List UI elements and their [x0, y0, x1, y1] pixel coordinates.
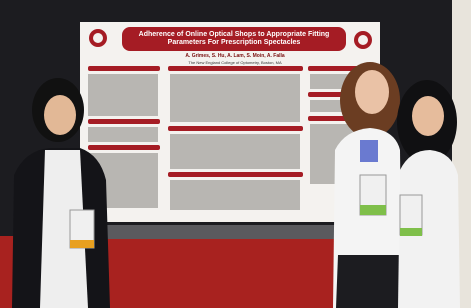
logo	[93, 33, 103, 43]
poster-authors: A. Grimes, S. Hu, A. Lam, S. Moin, A. Fa…	[110, 53, 360, 59]
poster-affiliation: The New England College of Optometry, Bo…	[110, 60, 360, 65]
person-pants	[336, 255, 402, 308]
poster-title: Adherence of Online Optical Shops to App…	[124, 28, 344, 50]
badge-ribbon	[70, 240, 94, 248]
person-top	[360, 140, 378, 162]
badge-ribbon	[360, 205, 386, 215]
person-face	[44, 95, 76, 135]
person-face	[355, 70, 389, 114]
badge-ribbon	[400, 228, 422, 236]
logo	[358, 35, 368, 45]
photo: Adherence of Online Optical Shops to App…	[0, 0, 471, 308]
person-face	[412, 96, 444, 136]
